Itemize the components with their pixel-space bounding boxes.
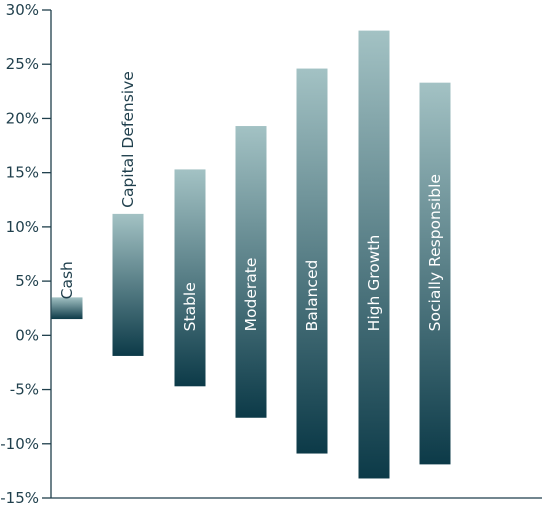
y-axis: 30% 25% 20% 15% 10% 5% 0% -5% -10% -15%: [0, 1, 542, 507]
bar-cash: [51, 297, 83, 320]
bar-label-stable: Stable: [181, 282, 199, 331]
bar-label-cash: Cash: [58, 261, 76, 299]
y-tick-label: 20%: [6, 109, 39, 127]
y-tick-label: 25%: [6, 55, 39, 73]
bar-label-capital-defensive: Capital Defensive: [119, 71, 137, 208]
y-tick-label: -15%: [0, 489, 39, 507]
y-tick-label: 5%: [15, 272, 39, 290]
bar-label-socially-responsible: Socially Responsible: [426, 174, 444, 331]
y-tick-label: 0%: [15, 326, 39, 344]
y-tick-label: 30%: [6, 1, 39, 19]
y-tick-label: 15%: [6, 164, 39, 182]
bar-high-growth: [358, 30, 390, 479]
bar-label-balanced: Balanced: [303, 260, 321, 332]
bar-label-moderate: Moderate: [242, 258, 260, 332]
bar-moderate: [235, 126, 267, 418]
y-tick-label: 10%: [6, 218, 39, 236]
y-tick-label: -10%: [0, 435, 39, 453]
bar-socially-responsible: [419, 82, 451, 465]
bar-balanced: [296, 68, 328, 454]
bar-labels: Cash Capital Defensive Stable Moderate Balan…: [58, 71, 444, 331]
y-tick-label: -5%: [10, 381, 39, 399]
bar-capital-defensive: [112, 213, 144, 356]
bars: [51, 30, 451, 479]
bar-label-high-growth: High Growth: [365, 235, 383, 332]
bar-stable: [174, 169, 206, 387]
